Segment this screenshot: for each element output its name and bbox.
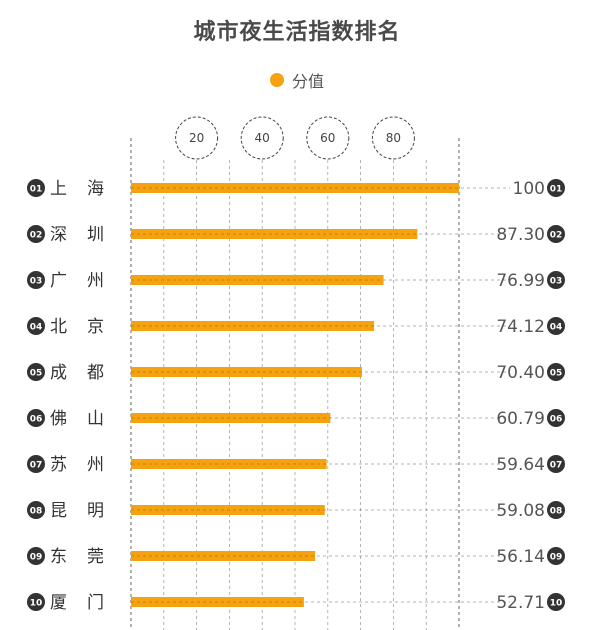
rank-number-left: 07 xyxy=(30,461,43,471)
rank-number-left: 09 xyxy=(30,553,43,563)
rank-badge-right xyxy=(547,409,565,427)
rank-badge-right xyxy=(547,593,565,611)
legend-swatch xyxy=(269,73,284,87)
value-label: 74.12 xyxy=(496,317,545,337)
rank-badge-left xyxy=(27,317,45,335)
city-name-char: 佛 xyxy=(50,409,67,429)
city-name-char: 海 xyxy=(87,179,104,199)
rank-number-left: 02 xyxy=(30,231,43,241)
city-name-char: 州 xyxy=(87,455,104,475)
value-label: 100 xyxy=(513,179,545,199)
rank-badge-left xyxy=(27,455,45,473)
rank-badge-right xyxy=(547,363,565,381)
bar-06 xyxy=(131,413,331,423)
rank-number-left: 05 xyxy=(30,369,43,379)
city-name-char: 京 xyxy=(87,317,104,337)
city-name-char: 昆 xyxy=(50,501,67,521)
legend: 分值 xyxy=(0,68,594,92)
rank-badge-left xyxy=(27,593,45,611)
rank-number-right: 10 xyxy=(550,599,563,609)
city-name-char: 州 xyxy=(87,271,104,291)
value-label: 59.08 xyxy=(496,501,545,521)
tick-label: 60 xyxy=(320,131,335,145)
city-name-char: 成 xyxy=(50,363,67,383)
rank-number-left: 04 xyxy=(30,323,43,333)
rank-number-left: 08 xyxy=(30,507,43,517)
chart-title: 城市夜生活指数排名 xyxy=(193,20,401,45)
tick-circle xyxy=(240,116,284,160)
rank-badge-left xyxy=(27,501,45,519)
rank-number-right: 06 xyxy=(550,415,563,425)
value-label: 52.71 xyxy=(496,593,545,613)
tick-circle xyxy=(175,116,219,160)
rank-badge-left xyxy=(27,179,45,197)
city-name-char: 圳 xyxy=(87,225,104,245)
rank-number-left: 10 xyxy=(30,599,43,609)
tick-label: 20 xyxy=(189,131,204,145)
rank-badge-left xyxy=(27,547,45,565)
city-name-char: 明 xyxy=(87,501,104,521)
rank-number-right: 02 xyxy=(550,231,563,241)
rank-badge-left xyxy=(27,409,45,427)
city-name-char: 苏 xyxy=(50,455,67,475)
legend-label: 分值 xyxy=(291,72,324,91)
rank-number-left: 03 xyxy=(30,277,43,287)
city-name-char: 上 xyxy=(50,179,67,199)
value-label: 76.99 xyxy=(496,271,545,291)
bar-02 xyxy=(131,229,418,239)
rank-badge-right xyxy=(547,501,565,519)
value-label: 70.40 xyxy=(496,363,545,383)
tick-circle xyxy=(371,116,415,160)
rank-badge-left xyxy=(27,271,45,289)
rank-number-right: 09 xyxy=(550,553,563,563)
rank-badge-right xyxy=(547,225,565,243)
value-label: 59.64 xyxy=(496,455,545,475)
value-label: 87.30 xyxy=(496,225,545,245)
rank-badge-left xyxy=(27,225,45,243)
city-name-char: 门 xyxy=(87,593,104,613)
city-name-char: 广 xyxy=(50,271,67,291)
rank-number-right: 07 xyxy=(550,461,563,471)
rank-badge-right xyxy=(547,179,565,197)
rank-badge-left xyxy=(27,363,45,381)
rank-number-right: 08 xyxy=(550,507,563,517)
city-name-char: 北 xyxy=(50,317,67,337)
rank-badge-right xyxy=(547,547,565,565)
rank-badge-right xyxy=(547,271,565,289)
city-name-char: 都 xyxy=(87,363,104,383)
value-label: 60.79 xyxy=(496,409,545,429)
rank-badge-right xyxy=(547,455,565,473)
value-label: 56.14 xyxy=(496,547,545,567)
city-name-char: 莞 xyxy=(87,547,104,567)
rank-number-left: 06 xyxy=(30,415,43,425)
rank-number-right: 04 xyxy=(550,323,563,333)
tick-label: 40 xyxy=(255,131,270,145)
rank-number-right: 05 xyxy=(550,369,563,379)
city-name-char: 山 xyxy=(87,409,104,429)
tick-circle xyxy=(306,116,350,160)
tick-label: 80 xyxy=(386,131,401,145)
city-name-char: 深 xyxy=(50,225,67,245)
city-name-char: 东 xyxy=(50,547,67,567)
rank-number-left: 01 xyxy=(30,185,43,195)
city-name-char: 厦 xyxy=(50,593,67,613)
rank-number-right: 01 xyxy=(550,185,563,195)
rank-number-right: 03 xyxy=(550,277,563,287)
rank-badge-right xyxy=(547,317,565,335)
